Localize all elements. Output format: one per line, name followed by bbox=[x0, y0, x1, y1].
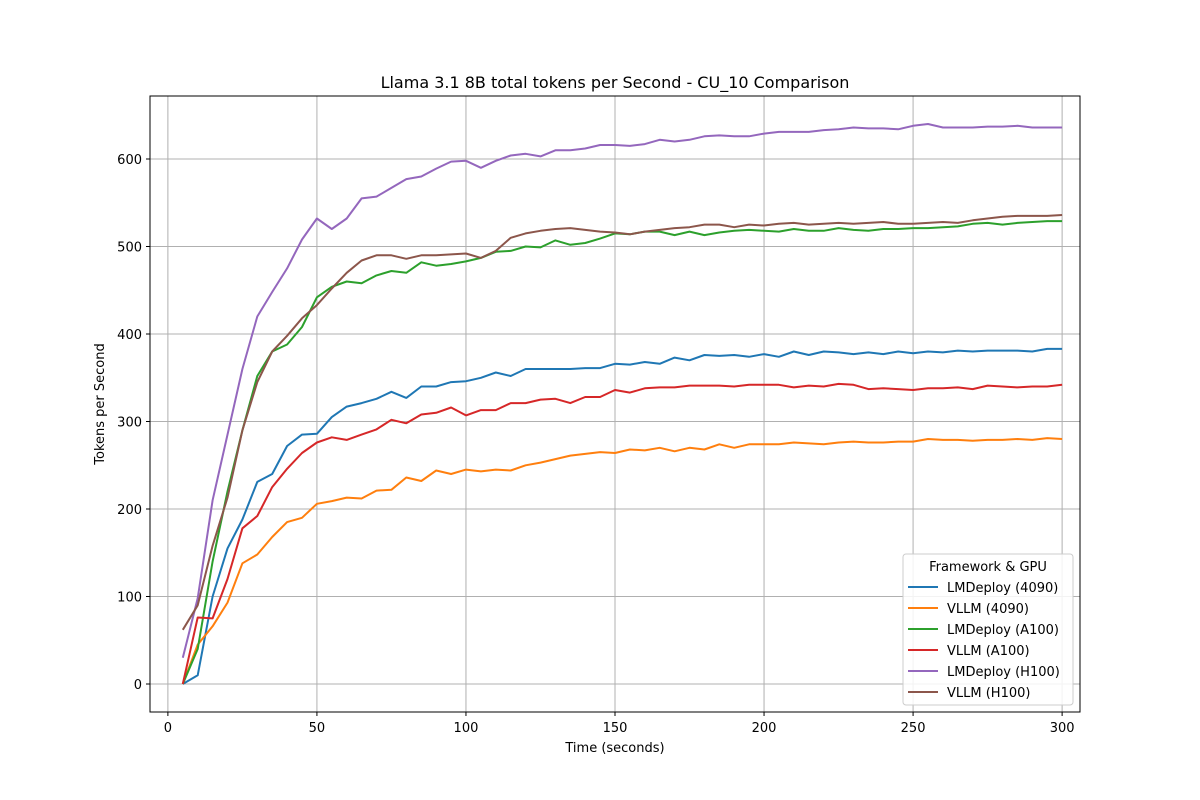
y-tick-label: 500 bbox=[117, 241, 142, 256]
series-line-vllm-h100 bbox=[181, 214, 1063, 631]
y-tick-label: 600 bbox=[117, 153, 142, 168]
legend-label-lmdeploy-a100: LMDeploy (A100) bbox=[947, 623, 1059, 638]
x-tick-label: 150 bbox=[603, 721, 628, 736]
y-tick-label: 100 bbox=[117, 591, 142, 606]
series-line-lmdeploy-h100 bbox=[181, 123, 1063, 659]
x-tick-label: 300 bbox=[1050, 721, 1075, 736]
x-tick-label: 250 bbox=[901, 721, 926, 736]
x-axis-label: Time (seconds) bbox=[564, 741, 664, 756]
y-tick-label: 400 bbox=[117, 328, 142, 343]
series-line-lmdeploy-4090 bbox=[182, 347, 1063, 685]
legend-box bbox=[902, 553, 1074, 706]
legend-label-vllm-a100: VLLM (A100) bbox=[947, 644, 1030, 659]
axis-ticks: 0 50 100 150 200 250 300 0 100 200 300 400 500 600 bbox=[117, 153, 1074, 736]
legend: Framework & GPU LMDeploy (4090) VLLM (409… bbox=[902, 553, 1074, 706]
x-tick-label: 100 bbox=[454, 721, 479, 736]
x-tick-label: 0 bbox=[164, 721, 172, 736]
grid-lines bbox=[150, 96, 1080, 712]
y-axis-label: Tokens per Second bbox=[93, 343, 108, 465]
y-tick-label: 200 bbox=[117, 503, 142, 518]
y-tick-label: 0 bbox=[134, 678, 142, 693]
series-line-vllm-a100 bbox=[181, 382, 1063, 685]
chart-title: Llama 3.1 8B total tokens per Second - C… bbox=[381, 73, 850, 93]
legend-label-vllm-4090: VLLM (4090) bbox=[947, 602, 1029, 617]
legend-label-lmdeploy-h100: LMDeploy (H100) bbox=[947, 665, 1060, 680]
series-line-vllm-4090 bbox=[181, 437, 1063, 685]
x-tick-label: 200 bbox=[752, 721, 777, 736]
y-tick-label: 300 bbox=[117, 416, 142, 431]
legend-label-vllm-h100: VLLM (H100) bbox=[947, 686, 1030, 701]
x-tick-label: 50 bbox=[309, 721, 326, 736]
series-lines bbox=[181, 123, 1063, 685]
legend-title: Framework & GPU bbox=[929, 560, 1047, 575]
legend-label-lmdeploy-4090: LMDeploy (4090) bbox=[947, 581, 1058, 596]
